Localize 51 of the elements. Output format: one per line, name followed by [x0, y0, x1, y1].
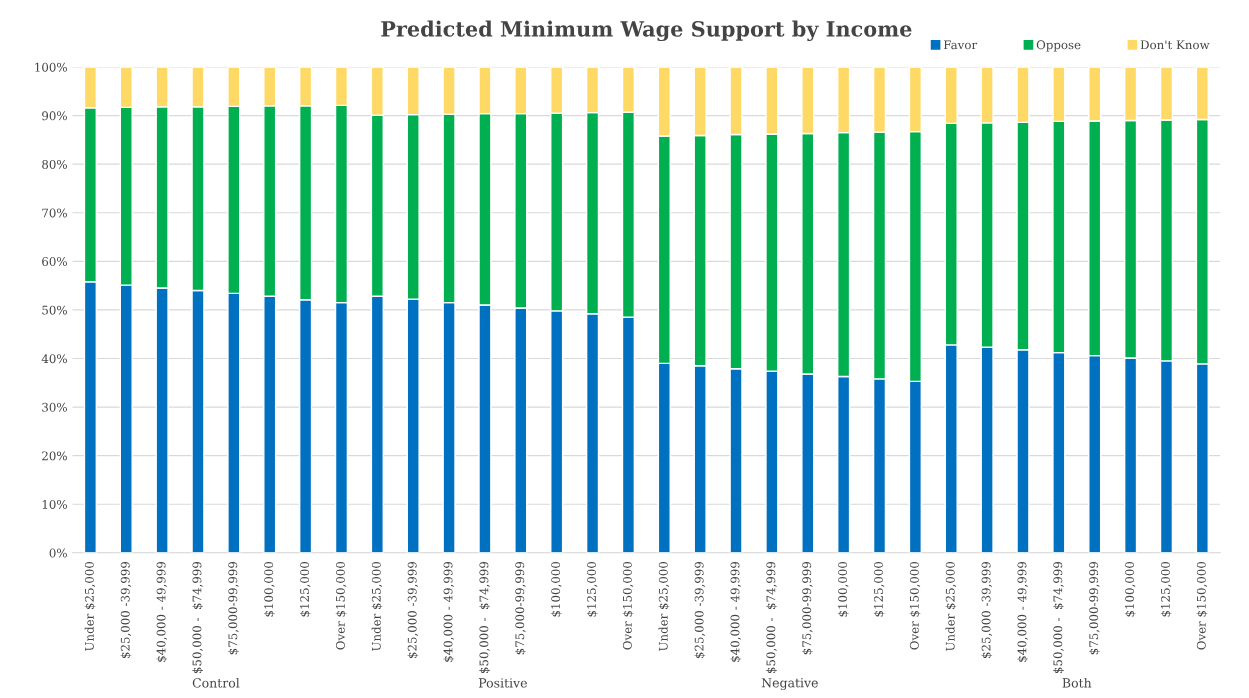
x-tick-label: Under $25,000	[84, 561, 96, 651]
x-tick-label: $50,000 - $74,999	[192, 561, 203, 674]
y-tick-label: 100%	[35, 62, 67, 72]
x-tick-label: $100,000	[1124, 561, 1136, 617]
y-tick-label: 70%	[42, 208, 67, 218]
legend-label: Oppose	[1036, 40, 1081, 52]
x-tick-label: $25,000 -39,999	[407, 561, 419, 659]
x-tick-label: $100,000	[550, 561, 562, 617]
y-tick-label: 90%	[42, 111, 67, 121]
text: Control	[192, 677, 240, 688]
x-tick-label: Under $25,000	[945, 561, 957, 651]
x-tick-label: Under $25,000	[658, 561, 670, 651]
x-tick-label: $100,000	[264, 561, 275, 617]
x-tick-label: $50,000 - $74,999	[479, 561, 490, 674]
y-tick-label: 60%	[42, 257, 67, 266]
x-tick-label: $75,000-99,999	[515, 561, 526, 655]
x-tick-label: $125,000	[299, 561, 311, 617]
x-tick-label: $40,000 - 49,999	[156, 561, 168, 662]
x-tick-label: $25,000 -39,999	[981, 561, 993, 659]
legend-label: Don't Know	[1140, 40, 1210, 50]
x-tick-label: $75,000-99,999	[802, 561, 813, 655]
text: Both	[1062, 677, 1092, 688]
y-tick-label: 10%	[42, 499, 67, 509]
x-tick-label: $50,000 - $74,999	[1053, 561, 1064, 674]
x-tick-label: $125,000	[1160, 561, 1172, 617]
x-tick-label: Over $150,000	[1196, 561, 1208, 650]
x-tick-label: $125,000	[586, 561, 598, 617]
chart-title: Predicted Minimum Wage Support by Income	[381, 20, 912, 42]
x-tick-label: Under $25,000	[371, 561, 383, 651]
text: Positive	[478, 678, 527, 688]
x-tick-label: $40,000 - 49,999	[443, 561, 455, 662]
x-tick-label: Over $150,000	[909, 561, 921, 650]
x-tick-label: Over $150,000	[622, 561, 634, 650]
y-tick-label: 30%	[42, 402, 67, 412]
x-tick-label: $40,000 - 49,999	[730, 561, 742, 662]
legend-label: Favor	[943, 40, 978, 50]
x-tick-label: $25,000 -39,999	[120, 561, 132, 659]
x-tick-label: $125,000	[873, 561, 885, 617]
x-tick-label: $50,000 - $74,999	[766, 561, 777, 674]
y-tick-label: 40%	[41, 354, 67, 364]
y-tick-label: 50%	[42, 305, 67, 315]
x-tick-label: $40,000 - 49,999	[1017, 561, 1028, 662]
x-tick-label: $25,000 -39,999	[694, 561, 706, 659]
x-tick-label: $75,000-99,999	[1089, 561, 1100, 655]
y-tick-label: 20%	[42, 451, 67, 461]
x-tick-label: $75,000-99,999	[228, 561, 239, 655]
x-tick-label: $100,000	[837, 561, 849, 617]
text: Negative	[761, 678, 818, 691]
y-tick-label: 0%	[49, 548, 67, 558]
x-tick-label: Over $150,000	[335, 561, 347, 650]
y-tick-label: 80%	[42, 159, 67, 169]
